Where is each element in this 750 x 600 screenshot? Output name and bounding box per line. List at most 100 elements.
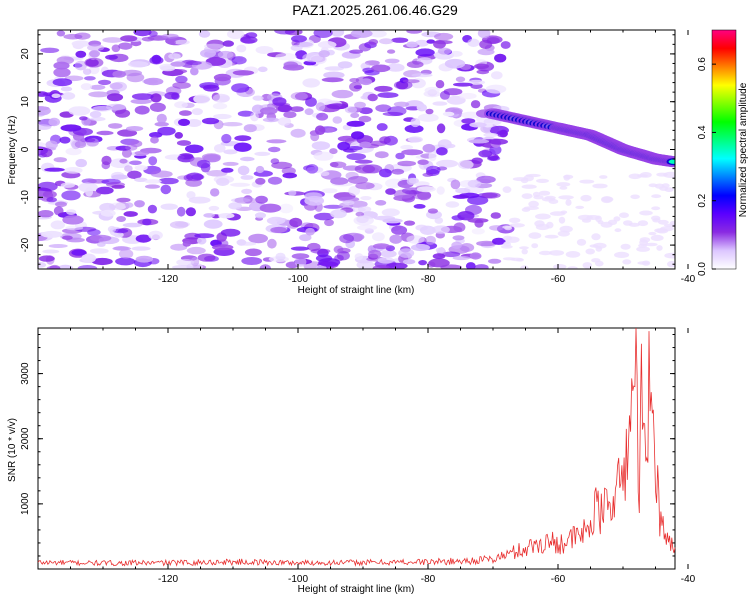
noise-blob	[105, 54, 118, 60]
noise-blob	[451, 241, 463, 249]
noise-blob	[538, 190, 551, 196]
noise-blob	[382, 218, 403, 224]
noise-blob	[313, 151, 334, 161]
noise-blob	[406, 235, 425, 244]
noise-blob	[669, 220, 675, 226]
noise-blob	[38, 106, 51, 116]
noise-blob	[53, 157, 67, 163]
noise-blob	[548, 250, 565, 256]
noise-blob	[106, 181, 125, 188]
noise-blob	[326, 103, 349, 110]
noise-blob	[468, 139, 490, 144]
noise-blob	[372, 264, 391, 269]
noise-blob	[323, 71, 345, 79]
noise-blob	[89, 84, 106, 90]
noise-blob	[650, 234, 664, 241]
noise-blob	[149, 56, 164, 65]
noise-blob	[220, 228, 241, 237]
noise-blob	[112, 70, 126, 78]
noise-blob	[223, 149, 238, 155]
noise-blob	[558, 195, 574, 200]
noise-blob	[452, 235, 465, 241]
noise-blob	[53, 67, 71, 78]
noise-blob	[126, 126, 144, 132]
noise-blob	[337, 61, 353, 69]
noise-blob	[255, 165, 265, 174]
noise-blob	[109, 82, 123, 90]
noise-blob	[367, 93, 378, 102]
noise-blob	[528, 200, 539, 208]
noise-blob	[391, 168, 405, 175]
noise-blob	[95, 186, 114, 195]
noise-blob	[389, 234, 403, 244]
noise-blob	[60, 86, 73, 92]
noise-blob	[431, 225, 450, 234]
noise-blob	[131, 246, 151, 251]
noise-blob	[267, 238, 277, 249]
noise-blob	[135, 255, 153, 263]
noise-blob	[557, 230, 570, 237]
noise-blob	[75, 50, 87, 58]
noise-blob	[664, 252, 675, 259]
noise-blob	[157, 126, 176, 136]
noise-blob	[488, 258, 502, 264]
noise-blob	[236, 44, 247, 53]
noise-blob	[277, 117, 292, 126]
noise-blob	[197, 159, 211, 169]
noise-blob	[80, 83, 92, 91]
noise-blob	[418, 260, 427, 266]
spectrogram-ytick-label: 20	[20, 48, 31, 60]
noise-blob	[467, 38, 480, 47]
noise-blob	[427, 208, 438, 214]
noise-blob	[178, 118, 190, 126]
noise-blob	[458, 159, 474, 170]
noise-blob	[210, 188, 220, 197]
noise-blob	[71, 249, 87, 256]
noise-blob	[38, 210, 54, 218]
noise-blob	[38, 255, 55, 262]
noise-blob	[218, 213, 235, 219]
noise-blob	[516, 258, 524, 262]
noise-blob	[68, 106, 91, 116]
noise-blob	[38, 142, 46, 147]
noise-blob	[186, 60, 202, 66]
noise-blob	[444, 58, 466, 69]
noise-blob	[114, 109, 131, 118]
noise-blob	[80, 137, 96, 143]
noise-blob	[467, 79, 486, 85]
noise-blob	[150, 136, 159, 144]
noise-blob	[491, 71, 503, 80]
noise-blob	[172, 265, 194, 269]
noise-blob	[115, 257, 136, 266]
noise-blob	[593, 242, 607, 249]
noise-blob	[101, 155, 112, 166]
noise-blob	[349, 82, 362, 92]
noise-blob	[116, 197, 131, 203]
noise-blob	[100, 209, 116, 217]
noise-blob	[567, 266, 578, 269]
noise-blob	[436, 147, 448, 156]
noise-blob	[40, 47, 60, 53]
noise-blob	[74, 60, 88, 71]
noise-blob	[304, 108, 314, 116]
noise-blob	[486, 37, 500, 45]
noise-blob	[125, 144, 138, 151]
noise-blob	[385, 262, 408, 269]
noise-blob	[382, 111, 404, 117]
noise-blob	[116, 216, 126, 222]
noise-blob	[174, 39, 190, 45]
noise-blob	[106, 93, 124, 102]
spectrogram-xtick-label: -80	[421, 274, 436, 285]
noise-blob	[433, 40, 446, 49]
noise-blob	[134, 177, 148, 182]
noise-blob	[426, 39, 436, 44]
noise-blob	[316, 112, 329, 121]
noise-blob	[379, 168, 392, 178]
noise-blob	[350, 112, 360, 119]
snr-xtick-label: -100	[288, 574, 308, 585]
noise-blob	[222, 161, 239, 166]
noise-blob	[75, 158, 87, 168]
noise-blob	[240, 156, 255, 162]
noise-blob	[565, 251, 581, 258]
noise-blob	[121, 69, 143, 77]
